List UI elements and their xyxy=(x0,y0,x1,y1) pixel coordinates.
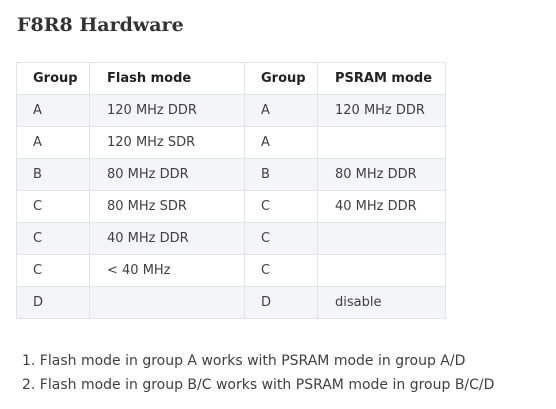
table-row: A 120 MHz DDR A 120 MHz DDR xyxy=(16,94,446,127)
psram-group-cell: C xyxy=(244,222,318,255)
psram-group-cell: B xyxy=(244,158,318,191)
table-row: B 80 MHz DDR B 80 MHz DDR xyxy=(16,158,446,191)
flash-mode-cell: 80 MHz DDR xyxy=(89,158,245,191)
flash-group-cell: C xyxy=(16,254,90,287)
psram-group-cell: C xyxy=(244,254,318,287)
flash-mode-cell: 80 MHz SDR xyxy=(89,190,245,223)
psram-group-cell: A xyxy=(244,94,318,127)
flash-group-cell: C xyxy=(16,190,90,223)
flash-mode-cell: 40 MHz DDR xyxy=(89,222,245,255)
header-psram-group: Group xyxy=(244,62,318,95)
table-header-row: Group Flash mode Group PSRAM mode xyxy=(16,62,446,95)
flash-mode-cell: 120 MHz SDR xyxy=(89,126,245,159)
compatibility-notes-list: 1. Flash mode in group A works with PSRA… xyxy=(22,349,494,397)
page-title: F8R8 Hardware xyxy=(17,14,184,36)
psram-mode-cell: 120 MHz DDR xyxy=(317,94,446,127)
header-flash-group: Group xyxy=(16,62,90,95)
psram-mode-cell: 40 MHz DDR xyxy=(317,190,446,223)
psram-mode-cell: disable xyxy=(317,286,446,319)
flash-group-cell: D xyxy=(16,286,90,319)
psram-group-cell: C xyxy=(244,190,318,223)
compatibility-note: 2. Flash mode in group B/C works with PS… xyxy=(22,377,495,393)
psram-group-cell: D xyxy=(244,286,318,319)
table-row: C < 40 MHz C xyxy=(16,254,446,287)
flash-group-cell: A xyxy=(16,126,90,159)
compatibility-note: 1. Flash mode in group A works with PSRA… xyxy=(22,353,466,369)
flash-mode-cell: 120 MHz DDR xyxy=(89,94,245,127)
table-row: C 40 MHz DDR C xyxy=(16,222,446,255)
flash-mode-cell xyxy=(89,286,245,319)
table-row: D D disable xyxy=(16,286,446,319)
psram-mode-cell xyxy=(317,126,446,159)
flash-mode-cell: < 40 MHz xyxy=(89,254,245,287)
table-row: C 80 MHz SDR C 40 MHz DDR xyxy=(16,190,446,223)
header-psram-mode: PSRAM mode xyxy=(317,62,446,95)
psram-mode-cell xyxy=(317,254,446,287)
flash-group-cell: B xyxy=(16,158,90,191)
psram-group-cell: A xyxy=(244,126,318,159)
psram-mode-cell: 80 MHz DDR xyxy=(317,158,446,191)
table-row: A 120 MHz SDR A xyxy=(16,126,446,159)
hardware-mode-table: Group Flash mode Group PSRAM mode A 120 … xyxy=(16,62,446,319)
psram-mode-cell xyxy=(317,222,446,255)
flash-group-cell: C xyxy=(16,222,90,255)
flash-group-cell: A xyxy=(16,94,90,127)
header-flash-mode: Flash mode xyxy=(89,62,245,95)
